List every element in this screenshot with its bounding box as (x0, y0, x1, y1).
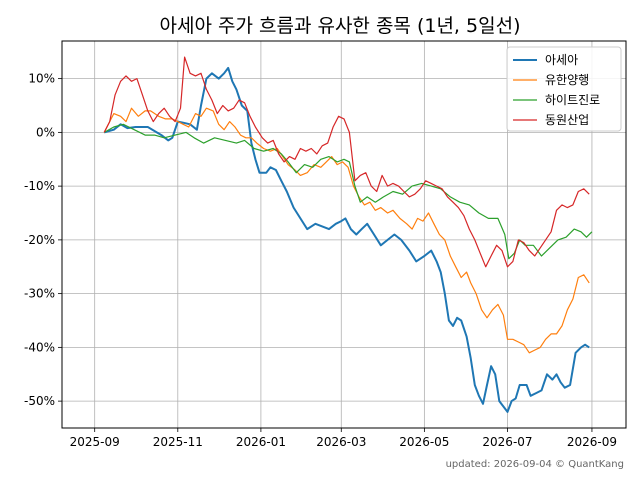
y-tick-label: -20% (24, 233, 55, 247)
series-line-4 (103, 56, 590, 268)
y-tick-label: -30% (24, 287, 55, 301)
series-line-3 (103, 123, 593, 260)
y-tick-label: 10% (28, 72, 55, 86)
y-tick-label: 0% (36, 125, 55, 139)
plot-frame (61, 40, 627, 429)
legend-box (506, 46, 622, 132)
x-tick-label: 2026-01 (236, 435, 286, 449)
legend-label-4: 동원산업 (545, 113, 589, 127)
legend-label-2: 유한양행 (545, 72, 589, 87)
series-line-2 (103, 107, 590, 354)
axis-ticks: 2025-09 2025-11 2026-01 2026-03 2026-05 2026-… (24, 72, 617, 449)
x-tick-label: 2025-09 (70, 435, 120, 449)
series-line-1 (103, 66, 590, 413)
y-tick-label: -50% (24, 394, 55, 408)
series-lines (103, 56, 593, 413)
x-tick-label: 2026-09 (567, 435, 617, 449)
x-tick-label: 2026-05 (399, 435, 449, 449)
x-tick-label: 2026-07 (482, 435, 532, 449)
footer-credit: updated: 2026-09-04 © QuantKang (446, 459, 624, 470)
chart-title: 아세아 주가 흐름과 유사한 종목 (1년, 5일선) (160, 15, 521, 37)
x-tick-label: 2026-03 (316, 435, 366, 449)
y-tick-label: -40% (24, 340, 55, 354)
legend-label-3: 하이트진로 (545, 93, 600, 107)
y-tick-label: -10% (24, 179, 55, 193)
legend-label-1: 아세아 (545, 53, 578, 67)
x-tick-label: 2025-11 (153, 435, 203, 449)
